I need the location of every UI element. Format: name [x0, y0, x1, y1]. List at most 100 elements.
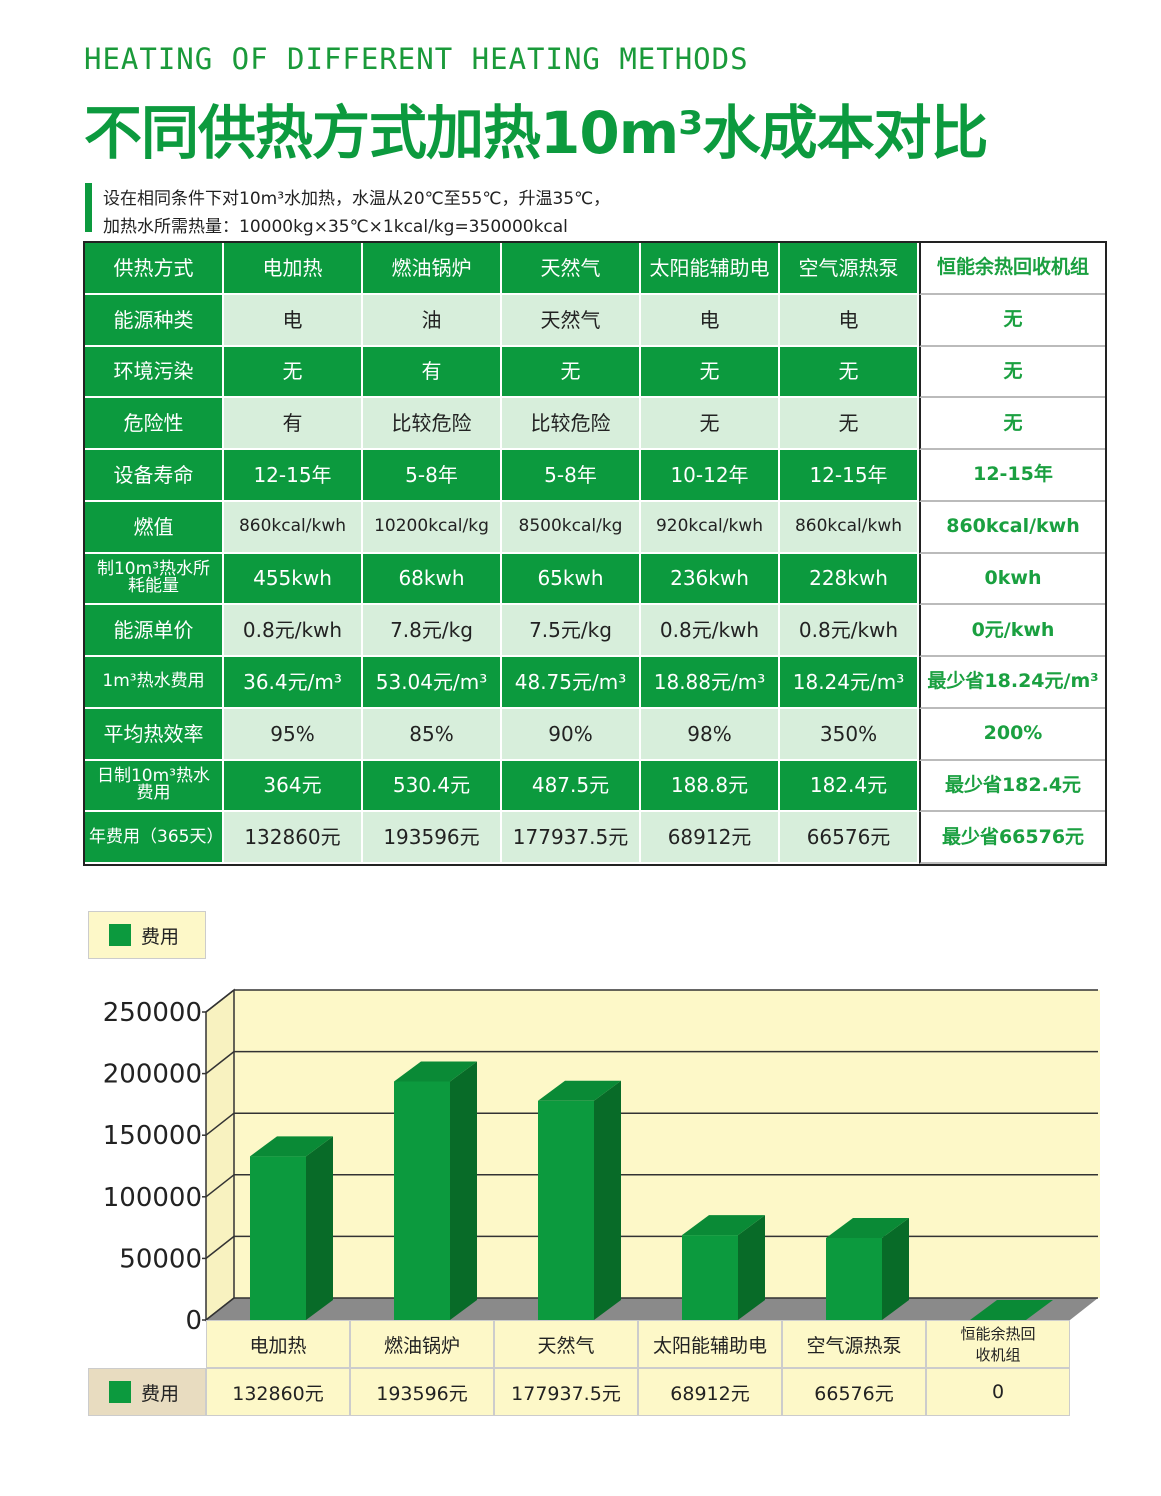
table-cell: 188.8元 [641, 760, 780, 813]
table-cell: 无 [780, 346, 919, 399]
table-cell: 无 [502, 346, 641, 399]
table-cell: 恒能余热回收机组 [919, 243, 1105, 295]
table-cell: 年费用（365天） [85, 812, 224, 864]
data-label: 132860元 [206, 1368, 350, 1416]
table-cell: 无 [224, 346, 363, 399]
grid-line [205, 1112, 235, 1136]
table-cell: 无 [780, 398, 919, 450]
bar-top [394, 1061, 477, 1082]
table-cell: 燃值 [85, 501, 224, 554]
bar-front [394, 1081, 450, 1320]
table-cell: 65kwh [502, 553, 641, 606]
left-wall [205, 988, 235, 1322]
bar-side [882, 1217, 909, 1320]
data-label: 66576元 [782, 1368, 926, 1416]
bar [970, 1300, 1053, 1320]
y-tick-label: 50000 [119, 1244, 202, 1274]
table-cell: 设备寿命 [85, 450, 224, 502]
grid-line [205, 1297, 235, 1321]
bar-front [682, 1235, 738, 1320]
subtitle: HEATING OF DIFFERENT HEATING METHODS [84, 42, 749, 76]
table-cell: 电 [224, 294, 363, 347]
legend-label: 费用 [141, 925, 180, 948]
table-cell: 236kwh [641, 553, 780, 606]
table-cell: 228kwh [780, 553, 919, 606]
table-cell: 环境污染 [85, 346, 224, 399]
bar-top [250, 1136, 333, 1157]
table-cell: 能源种类 [85, 294, 224, 347]
data-label: 68912元 [638, 1368, 782, 1416]
table-cell: 燃油锅炉 [363, 243, 502, 295]
table-cell: 95% [224, 708, 363, 761]
table-cell: 无 [919, 346, 1105, 399]
data-label: 193596元 [350, 1368, 494, 1416]
table: 供热方式 电加热 燃油锅炉 天然气 太阳能辅助电 空气源热泵 恒能余热回收机组 能源种类电油天… [83, 241, 1107, 866]
table-cell: 危险性 [85, 398, 224, 450]
table-cell: 7.8元/kg [363, 605, 502, 657]
x-tick-label: 空气源热泵 [782, 1320, 926, 1368]
table-cell: 5-8年 [363, 450, 502, 502]
bar-top [970, 1300, 1053, 1320]
data-label: 0 [926, 1368, 1070, 1416]
bar-side [738, 1215, 765, 1320]
table-cell: 68912元 [641, 812, 780, 864]
table-cell: 455kwh [224, 553, 363, 606]
table-cell: 18.88元/m³ [641, 657, 780, 709]
x-tick-label: 太阳能辅助电 [638, 1320, 782, 1368]
table-cell: 天然气 [502, 243, 641, 295]
title: 不同供热方式加热10m³水成本对比 [84, 99, 989, 167]
table-cell: 85% [363, 708, 502, 761]
table-cell: 98% [641, 708, 780, 761]
grid-line [205, 1174, 235, 1198]
legend-label: 费用 [141, 1382, 180, 1405]
table-cell: 18.24元/m³ [780, 657, 919, 709]
note: 加热水所需热量：10000kg×35℃×1kcal/kg=350000kcal [103, 217, 568, 237]
table-cell: 最少省66576元 [919, 812, 1105, 864]
table-cell: 天然气 [502, 294, 641, 347]
table-cell: 电加热 [224, 243, 363, 295]
table-cell: 0元/kwh [919, 605, 1105, 657]
table-cell: 860kcal/kwh [780, 501, 919, 554]
y-tick-label: 250000 [103, 998, 202, 1028]
table-cell: 12-15年 [780, 450, 919, 502]
y-tick-label: 200000 [103, 1060, 202, 1090]
series-label: 费用 [88, 1368, 206, 1416]
bar-side [594, 1080, 621, 1320]
bar [538, 1080, 621, 1320]
table-cell: 平均热效率 [85, 708, 224, 761]
table-cell: 空气源热泵 [780, 243, 919, 295]
y-tick-label: 150000 [103, 1121, 202, 1151]
table-cell: 油 [363, 294, 502, 347]
bar-top [826, 1217, 909, 1238]
table-cell: 364元 [224, 760, 363, 813]
bar [826, 1217, 909, 1320]
table-cell: 53.04元/m³ [363, 657, 502, 709]
data-label: 177937.5元 [494, 1368, 638, 1416]
table-cell: 193596元 [363, 812, 502, 864]
table-cell: 530.4元 [363, 760, 502, 813]
x-tick-label: 电加热 [206, 1320, 350, 1368]
bar-front [538, 1100, 594, 1320]
table-cell: 无 [641, 346, 780, 399]
bar-top [538, 1080, 621, 1101]
table-cell: 无 [919, 398, 1105, 450]
table-cell: 比较危险 [363, 398, 502, 450]
table-cell: 10-12年 [641, 450, 780, 502]
table-cell: 132860元 [224, 812, 363, 864]
table-cell: 66576元 [780, 812, 919, 864]
table-cell: 36.4元/m³ [224, 657, 363, 709]
x-tick-label: 天然气 [494, 1320, 638, 1368]
table-cell: 日制10m³热水费用 [85, 760, 224, 813]
table-cell: 电 [641, 294, 780, 347]
table-cell: 无 [641, 398, 780, 450]
table-cell: 1m³热水费用 [85, 657, 224, 709]
table-cell: 90% [502, 708, 641, 761]
table-cell: 0kwh [919, 553, 1105, 606]
table-cell: 0.8元/kwh [780, 605, 919, 657]
table-cell: 5-8年 [502, 450, 641, 502]
table-cell: 无 [919, 294, 1105, 347]
accent-bar [85, 183, 92, 232]
x-tick-label: 燃油锅炉 [350, 1320, 494, 1368]
legend: 费用 [88, 911, 206, 959]
